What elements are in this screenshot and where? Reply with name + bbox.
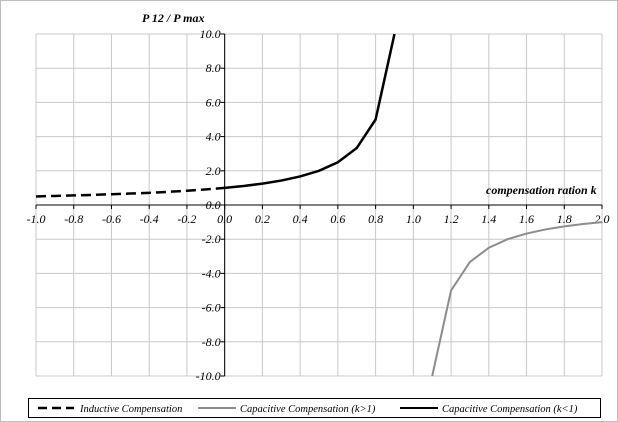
y-tick-label: -10.0 bbox=[196, 369, 221, 383]
x-tick-label: 2.0 bbox=[595, 212, 610, 226]
legend-label-capacitive-gt1: Capacitive Compensation (k>1) bbox=[240, 404, 376, 415]
x-tick-label: -0.8 bbox=[64, 212, 83, 226]
x-tick-label: 0.2 bbox=[255, 212, 270, 226]
x-tick-label: 1.6 bbox=[519, 212, 534, 226]
y-tick-label: -6.0 bbox=[202, 301, 221, 315]
series-line-inductive bbox=[35, 186, 225, 198]
y-axis-title: P 12 / P max bbox=[142, 11, 204, 25]
x-tick-label: -0.2 bbox=[177, 212, 196, 226]
y-tick-label: -2.0 bbox=[202, 232, 221, 246]
y-tick-label: 2.0 bbox=[206, 164, 221, 178]
x-tick-label: 1.8 bbox=[557, 212, 572, 226]
series-layer bbox=[35, 33, 603, 377]
legend-frame bbox=[28, 398, 601, 418]
y-tick-label: -8.0 bbox=[202, 335, 221, 349]
y-tick-label: 8.0 bbox=[206, 61, 221, 75]
x-axis-title: compensation ration k bbox=[486, 183, 597, 197]
y-tick-label: 4.0 bbox=[206, 130, 221, 144]
y-tick-label: 6.0 bbox=[206, 95, 221, 109]
y-tick-label: -4.0 bbox=[202, 266, 221, 280]
x-tick-label: -0.6 bbox=[102, 212, 121, 226]
y-tick-label: 10.0 bbox=[200, 27, 221, 41]
x-tick-label: 0.4 bbox=[293, 212, 308, 226]
x-tick-label: 0.8 bbox=[368, 212, 383, 226]
x-tick-label: -1.0 bbox=[27, 212, 46, 226]
legend: Inductive Compensation Capacitive Compen… bbox=[28, 398, 601, 418]
x-tick-label: 0.6 bbox=[330, 212, 345, 226]
x-tick-label: 0.0 bbox=[217, 212, 232, 226]
x-tick-label: -0.4 bbox=[140, 212, 159, 226]
x-tick-label: 1.4 bbox=[481, 212, 496, 226]
legend-label-inductive: Inductive Compensation bbox=[79, 404, 182, 415]
series-line-capacitive-lt1 bbox=[224, 33, 396, 190]
series-line-capacitive-gt1 bbox=[431, 221, 603, 377]
x-tick-label: 1.2 bbox=[444, 212, 459, 226]
legend-label-capacitive-lt1: Capacitive Compensation (k<1) bbox=[442, 404, 578, 415]
y-tick-label: 0.0 bbox=[206, 198, 221, 212]
x-tick-label: 1.0 bbox=[406, 212, 421, 226]
